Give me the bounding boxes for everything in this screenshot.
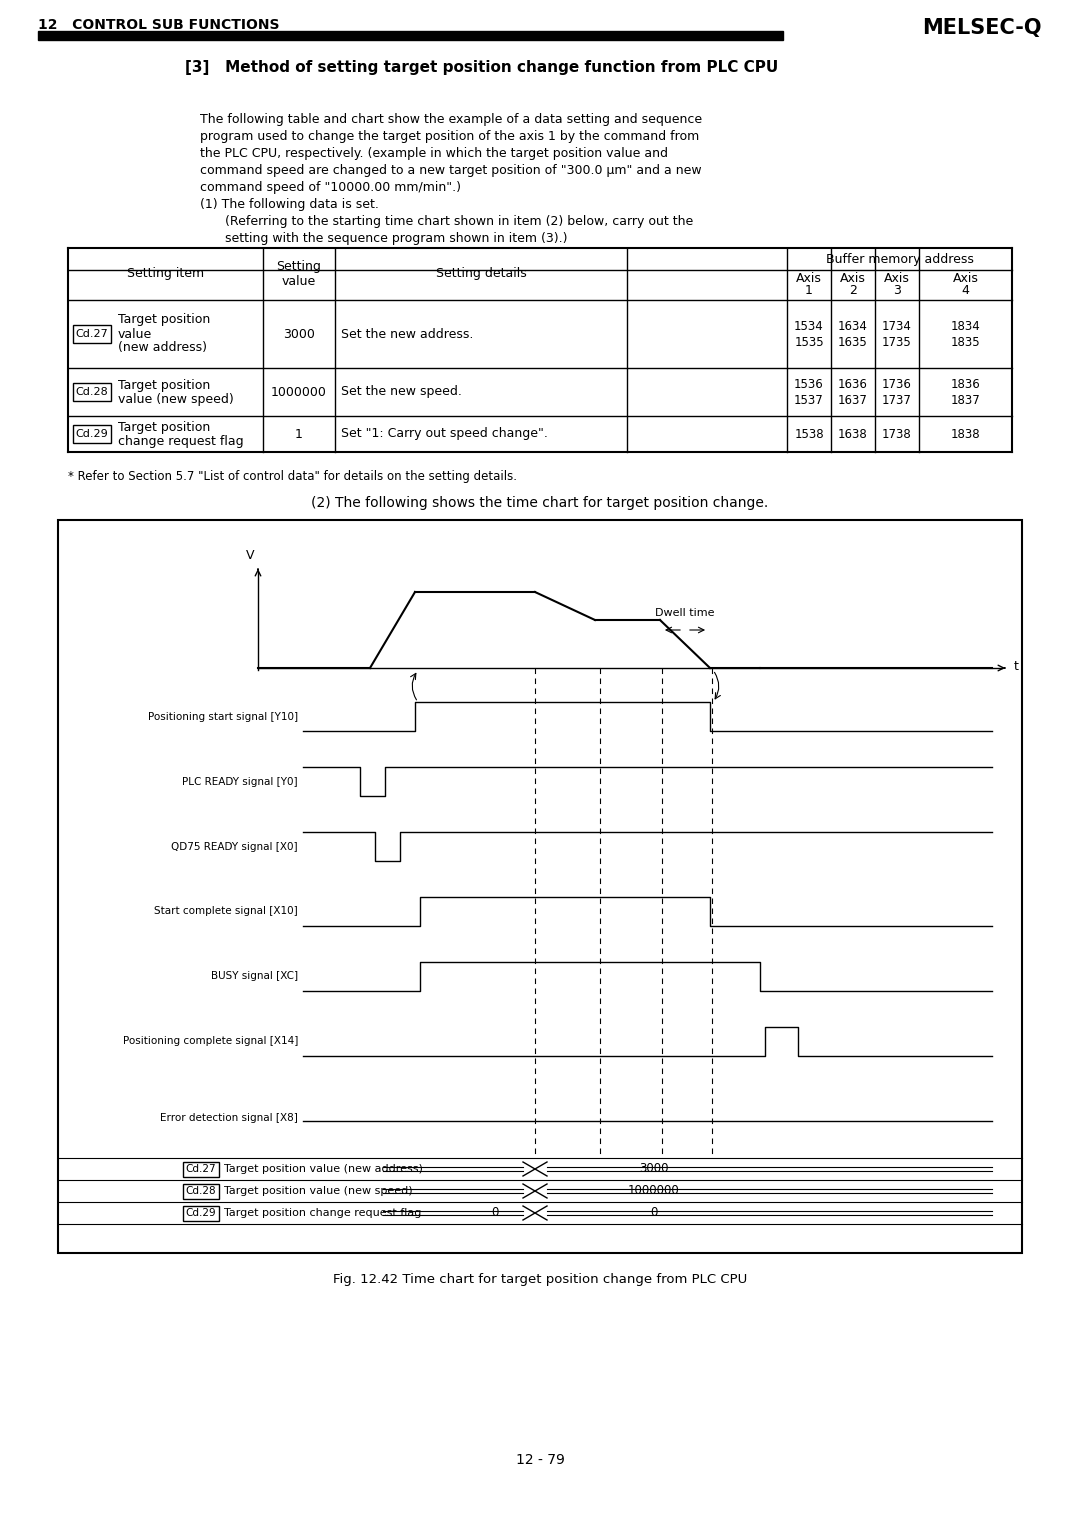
Text: Cd.28: Cd.28	[76, 387, 108, 397]
Text: Target position change request flag: Target position change request flag	[224, 1209, 421, 1218]
Text: 1734: 1734	[882, 319, 912, 333]
Bar	[58, 520, 1022, 1253]
Text: (2) The following shows the time chart for target position change.: (2) The following shows the time chart f…	[311, 497, 769, 510]
Text: program used to change the target position of the axis 1 by the command from: program used to change the target positi…	[200, 130, 699, 144]
Text: 1834: 1834	[950, 319, 981, 333]
Text: * Refer to Section 5.7 "List of control data" for details on the setting details: * Refer to Section 5.7 "List of control …	[68, 471, 517, 483]
Text: 1637: 1637	[838, 394, 868, 406]
Text: 1636: 1636	[838, 377, 868, 391]
Text: (1) The following data is set.: (1) The following data is set.	[200, 199, 379, 211]
Text: 2: 2	[849, 284, 856, 298]
Text: Cd.29: Cd.29	[186, 1209, 216, 1218]
Text: 3: 3	[893, 284, 901, 298]
Text: 4: 4	[961, 284, 970, 298]
Text: Set the new speed.: Set the new speed.	[341, 385, 462, 399]
Bar	[73, 425, 111, 443]
Text: BUSY signal [XC]: BUSY signal [XC]	[211, 972, 298, 981]
Text: the PLC CPU, respectively. (example in which the target position value and: the PLC CPU, respectively. (example in w…	[200, 147, 669, 160]
Text: Fig. 12.42 Time chart for target position change from PLC CPU: Fig. 12.42 Time chart for target positio…	[333, 1273, 747, 1287]
Text: Target position: Target position	[118, 379, 211, 391]
Text: 1635: 1635	[838, 336, 868, 348]
Text: Target position value (new address): Target position value (new address)	[224, 1164, 423, 1174]
Text: Axis: Axis	[796, 272, 822, 286]
Text: Set the new address.: Set the new address.	[341, 327, 473, 341]
Text: (new address): (new address)	[118, 341, 207, 354]
Text: Cd.27: Cd.27	[186, 1164, 216, 1174]
Text: 1638: 1638	[838, 428, 868, 440]
Text: 1535: 1535	[794, 336, 824, 348]
Text: 0: 0	[491, 1207, 499, 1219]
Text: 1537: 1537	[794, 394, 824, 406]
Bar	[73, 384, 111, 400]
Bar	[183, 1161, 219, 1177]
Bar	[183, 1184, 219, 1198]
Text: 12   CONTROL SUB FUNCTIONS: 12 CONTROL SUB FUNCTIONS	[38, 18, 280, 32]
Text: Target position value (new speed): Target position value (new speed)	[224, 1186, 413, 1196]
Text: change request flag: change request flag	[118, 434, 244, 448]
Text: The following table and chart show the example of a data setting and sequence: The following table and chart show the e…	[200, 113, 702, 125]
Text: value: value	[118, 327, 152, 341]
Text: Set "1: Carry out speed change".: Set "1: Carry out speed change".	[341, 428, 548, 440]
Text: Setting item: Setting item	[127, 267, 204, 281]
Text: 1000000: 1000000	[271, 385, 327, 399]
Text: 1634: 1634	[838, 319, 868, 333]
Text: Buffer memory address: Buffer memory address	[825, 252, 973, 266]
Bar	[73, 325, 111, 342]
Text: Cd.27: Cd.27	[76, 329, 108, 339]
Text: 1538: 1538	[794, 428, 824, 440]
Text: Dwell time: Dwell time	[656, 608, 715, 617]
Text: Axis: Axis	[840, 272, 866, 286]
Text: Setting details: Setting details	[435, 267, 526, 281]
Text: Cd.28: Cd.28	[186, 1186, 216, 1196]
Text: 1738: 1738	[882, 428, 912, 440]
Text: Target position: Target position	[118, 313, 211, 327]
Bar	[183, 1206, 219, 1221]
Text: 1835: 1835	[950, 336, 981, 348]
Text: [3]   Method of setting target position change function from PLC CPU: [3] Method of setting target position ch…	[185, 60, 779, 75]
Text: Setting
value: Setting value	[276, 260, 322, 287]
Text: Target position: Target position	[118, 420, 211, 434]
Text: Error detection signal [X8]: Error detection signal [X8]	[160, 1112, 298, 1123]
Bar	[38, 31, 783, 40]
Text: command speed of "10000.00 mm/min".): command speed of "10000.00 mm/min".)	[200, 180, 461, 194]
Text: 1000000: 1000000	[627, 1184, 679, 1198]
Text: 1534: 1534	[794, 319, 824, 333]
Text: 1838: 1838	[950, 428, 981, 440]
Text: 1837: 1837	[950, 394, 981, 406]
Text: 1536: 1536	[794, 377, 824, 391]
Text: 12 - 79: 12 - 79	[515, 1453, 565, 1467]
Text: Axis: Axis	[953, 272, 978, 286]
Text: 1: 1	[295, 428, 302, 440]
Text: 1836: 1836	[950, 377, 981, 391]
Text: t: t	[1014, 660, 1018, 672]
Text: 0: 0	[650, 1207, 658, 1219]
Text: value (new speed): value (new speed)	[118, 393, 233, 405]
Text: Start complete signal [X10]: Start complete signal [X10]	[154, 906, 298, 917]
Text: QD75 READY signal [X0]: QD75 READY signal [X0]	[172, 842, 298, 851]
Text: 3000: 3000	[283, 327, 315, 341]
Text: MELSEC-Q: MELSEC-Q	[922, 18, 1042, 38]
Text: 3000: 3000	[638, 1163, 669, 1175]
Text: 1: 1	[805, 284, 813, 298]
Text: command speed are changed to a new target position of "300.0 μm" and a new: command speed are changed to a new targe…	[200, 163, 702, 177]
Text: 1737: 1737	[882, 394, 912, 406]
Text: V: V	[246, 549, 254, 562]
Text: Positioning complete signal [X14]: Positioning complete signal [X14]	[123, 1036, 298, 1047]
Text: Cd.29: Cd.29	[76, 429, 108, 439]
Text: 1736: 1736	[882, 377, 912, 391]
Text: 1735: 1735	[882, 336, 912, 348]
Text: Axis: Axis	[885, 272, 910, 286]
Text: Positioning start signal [Y10]: Positioning start signal [Y10]	[148, 712, 298, 721]
Text: setting with the sequence program shown in item (3).): setting with the sequence program shown …	[225, 232, 567, 244]
Text: PLC READY signal [Y0]: PLC READY signal [Y0]	[183, 776, 298, 787]
Text: (Referring to the starting time chart shown in item (2) below, carry out the: (Referring to the starting time chart sh…	[225, 215, 693, 228]
